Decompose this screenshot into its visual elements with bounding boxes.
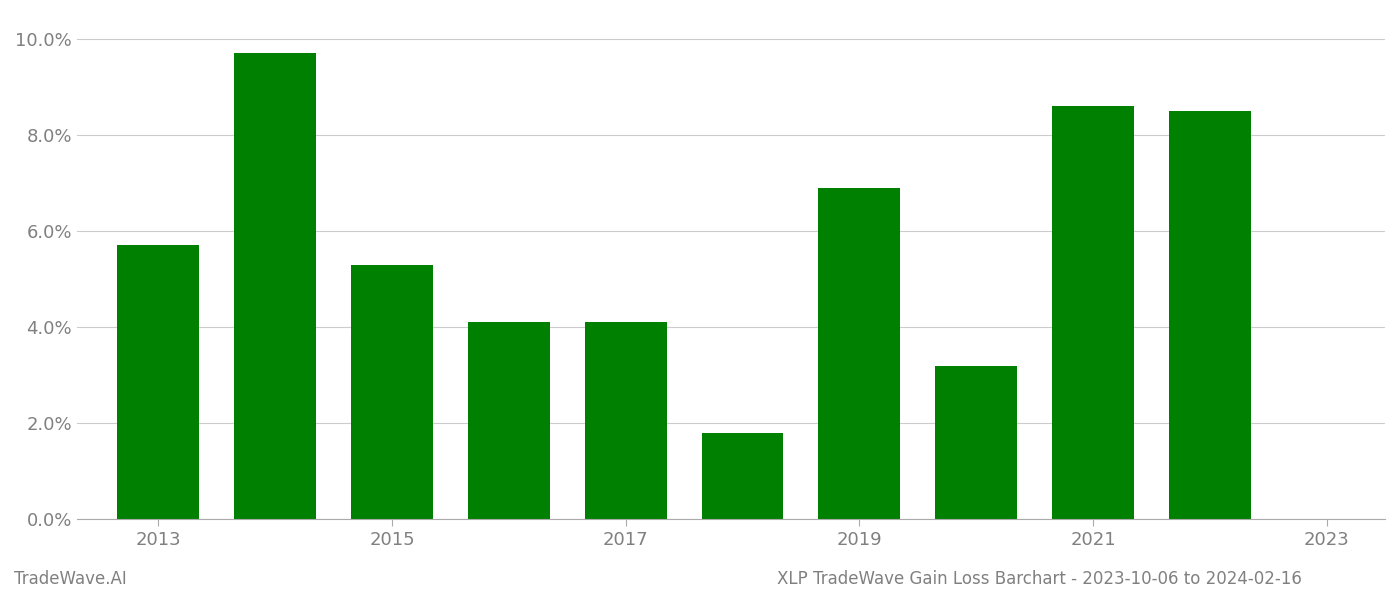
Bar <box>585 322 666 519</box>
Bar <box>468 322 550 519</box>
Bar <box>1051 106 1134 519</box>
Text: TradeWave.AI: TradeWave.AI <box>14 570 127 588</box>
Bar <box>819 188 900 519</box>
Bar <box>234 53 316 519</box>
Bar <box>351 265 433 519</box>
Bar <box>935 365 1016 519</box>
Bar <box>118 245 199 519</box>
Text: XLP TradeWave Gain Loss Barchart - 2023-10-06 to 2024-02-16: XLP TradeWave Gain Loss Barchart - 2023-… <box>777 570 1302 588</box>
Bar <box>701 433 784 519</box>
Bar <box>1169 111 1250 519</box>
